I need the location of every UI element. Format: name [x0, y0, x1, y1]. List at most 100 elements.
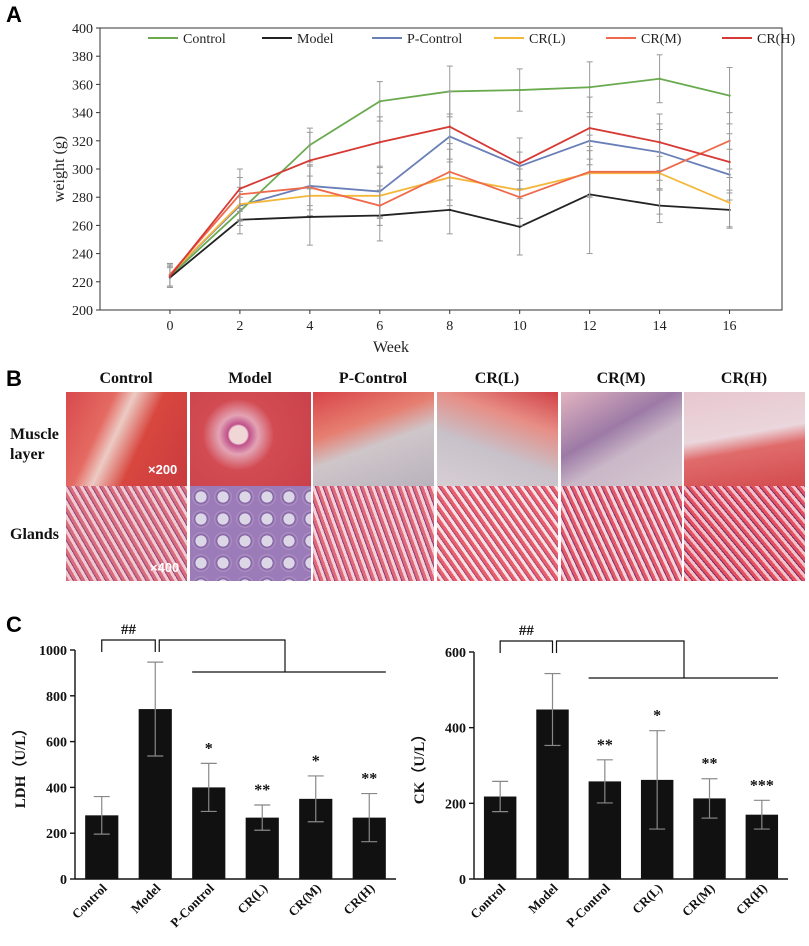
- ck-significance-model: ##: [519, 623, 535, 639]
- panel-label-b: B: [6, 366, 22, 391]
- ldh-bar-chart: 0 200 400 600 800 1000 LDH（U/L） Control Model P-C…: [11, 622, 396, 930]
- ck-x-tick-label-cr-m: CR(M): [679, 881, 718, 920]
- data-point: [378, 204, 381, 207]
- data-point: [448, 208, 451, 212]
- histology-row-muscle-layer: Muscle layer: [10, 426, 59, 463]
- data-point: [238, 187, 242, 190]
- y-tick-label: 300: [72, 163, 93, 178]
- y-tick-label: 380: [72, 50, 93, 65]
- ldh-bracket-control-model: [101, 639, 156, 652]
- x-tick-label: 4: [306, 319, 313, 334]
- x-tick-label: 6: [376, 319, 383, 334]
- legend-label-cr-l: CR(L): [529, 32, 566, 47]
- data-point: [518, 88, 521, 92]
- data-point: [588, 170, 591, 174]
- ck-y-axis-label: CK（U/L）: [410, 727, 428, 805]
- ldh-x-tick-label-cr-l: CR(L): [234, 881, 270, 917]
- x-tick-label: 16: [723, 319, 737, 334]
- legend-label-cr-h: CR(H): [757, 32, 795, 47]
- legend-label-cr-m: CR(M): [641, 32, 682, 47]
- histology-image-muscle-layer-control: [66, 392, 187, 487]
- data-point: [378, 100, 381, 103]
- histology-image-muscle-layer-cr-m: [561, 392, 682, 487]
- histology-col-model: Model: [228, 370, 272, 387]
- y-tick-label: 260: [72, 219, 93, 234]
- histology-image-glands-cr-h: [684, 486, 805, 581]
- histology-image-glands-cr-l: [437, 486, 558, 581]
- ldh-significance-cr-l: **: [254, 782, 270, 799]
- ldh-x-tick-label-control: Control: [69, 880, 110, 921]
- x-tick-label: 12: [583, 319, 597, 334]
- magnification-label-400: ×400: [150, 560, 180, 575]
- ck-x-tick-label-control: Control: [467, 880, 508, 921]
- ldh-x-tick-label-p-control: P-Control: [167, 880, 217, 930]
- histology-image-muscle-layer-cr-l: [437, 392, 558, 487]
- data-point: [168, 274, 172, 278]
- x-tick-label: 10: [513, 319, 527, 334]
- histology-col-control: Control: [99, 370, 153, 387]
- legend-label-control: Control: [183, 32, 226, 47]
- y-tick-label: 280: [72, 191, 93, 206]
- ldh-y-tick-label: 600: [46, 736, 67, 751]
- magnification-label-200: ×200: [148, 462, 178, 477]
- y-tick-label: 220: [72, 276, 93, 291]
- series-cr-h: [166, 90, 733, 287]
- ck-x-tick-label-cr-h: CR(H): [733, 881, 770, 918]
- ck-y-tick-label: 200: [445, 797, 466, 812]
- data-point: [728, 201, 731, 205]
- data-point: [658, 170, 661, 174]
- plot-frame: [99, 27, 783, 311]
- x-tick-label: 2: [236, 319, 243, 334]
- ldh-y-tick-label: 1000: [39, 644, 67, 659]
- histology-image-glands-cr-m: [561, 486, 682, 581]
- data-point: [518, 196, 521, 199]
- ldh-x-tick-label-cr-m: CR(M): [285, 881, 324, 920]
- y-tick-label: 340: [72, 107, 93, 122]
- ck-significance-cr-h: ***: [750, 777, 774, 794]
- x-tick-label: 8: [446, 319, 453, 334]
- ldh-significance-p-control: *: [205, 740, 213, 757]
- data-point: [658, 141, 661, 144]
- histology-row-glands: Glands: [10, 526, 59, 543]
- histology-image-glands-p-control: [313, 486, 434, 581]
- y-tick-label: 360: [72, 78, 93, 93]
- panel-label-a: A: [6, 2, 22, 27]
- ldh-significance-model: ##: [121, 622, 137, 638]
- data-point: [588, 126, 591, 130]
- y-tick-label: 400: [72, 22, 93, 37]
- histology-image-glands-model: [190, 486, 311, 581]
- histology-image-muscle-layer-p-control: [313, 392, 434, 487]
- data-point: [658, 77, 661, 80]
- histology-col-cr-l: CR(L): [474, 370, 520, 387]
- ldh-y-axis-label: LDH（U/L）: [11, 721, 29, 809]
- x-tick-label: 0: [166, 319, 173, 334]
- y-axis-label: weight (g): [51, 136, 68, 202]
- weight-line-chart: 200 220 240 260 280 300 320 340 360 380 400 0 2 4 6 8 10…: [51, 22, 795, 356]
- ldh-bracket-model-treatments: [158, 639, 286, 672]
- histology-image-muscle-layer-cr-h: [684, 392, 805, 487]
- ck-x-tick-label-p-control: P-Control: [563, 880, 613, 930]
- ldh-x-tick-label-model: Model: [128, 880, 164, 916]
- ck-significance-cr-l: *: [653, 708, 661, 725]
- ck-bracket-model-treatments: [555, 640, 685, 678]
- ldh-y-tick-label: 800: [46, 690, 67, 705]
- data-point: [308, 215, 312, 219]
- y-tick-label: 200: [72, 304, 93, 319]
- x-axis-label: Week: [373, 339, 409, 356]
- ldh-x-tick-label-cr-h: CR(H): [340, 881, 377, 918]
- data-point: [448, 170, 451, 174]
- ldh-significance-cr-h: **: [361, 771, 377, 788]
- data-point: [728, 94, 731, 97]
- data-point: [448, 125, 451, 128]
- ck-significance-cr-m: **: [702, 756, 718, 773]
- legend-label-p-control: P-Control: [407, 32, 462, 47]
- ldh-y-tick-label: 0: [60, 873, 67, 888]
- ck-x-tick-label-model: Model: [525, 880, 561, 916]
- histology-col-p-control: P-Control: [338, 370, 408, 387]
- data-point: [728, 160, 731, 164]
- y-tick-label: 240: [72, 248, 93, 263]
- data-point: [518, 162, 521, 165]
- histology-image-glands-control: [66, 486, 187, 581]
- data-point: [518, 225, 521, 229]
